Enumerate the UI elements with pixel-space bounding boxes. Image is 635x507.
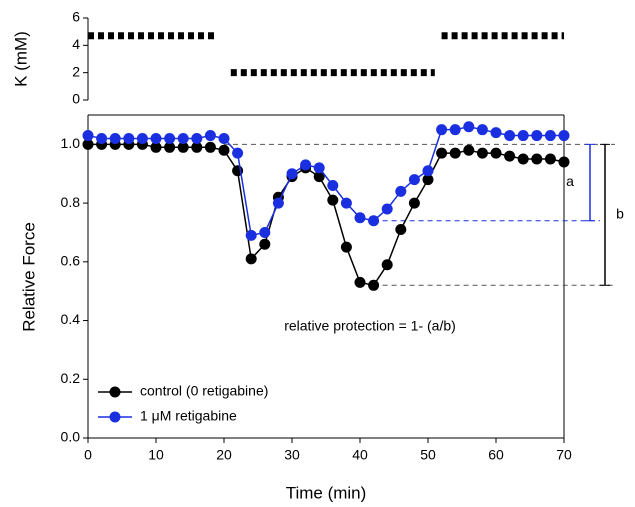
data-point xyxy=(82,130,94,142)
data-point xyxy=(191,141,203,153)
data-point xyxy=(449,124,461,136)
data-point xyxy=(313,162,325,174)
data-point xyxy=(259,226,271,238)
legend-marker xyxy=(109,411,121,423)
data-point xyxy=(463,121,475,133)
data-point xyxy=(259,238,271,250)
data-point xyxy=(164,132,176,144)
y-tick-label: 0.4 xyxy=(61,311,81,327)
x-tick-label: 50 xyxy=(420,447,436,463)
x-tick-label: 20 xyxy=(216,447,232,463)
y-tick-label: 1.0 xyxy=(61,135,81,151)
legend-label: 1 μM retigabine xyxy=(140,408,237,424)
data-point xyxy=(422,165,434,177)
data-point xyxy=(422,174,434,186)
data-point xyxy=(218,132,230,144)
data-point xyxy=(531,153,543,165)
data-point xyxy=(109,132,121,144)
y-tick-label: 0.2 xyxy=(61,370,81,386)
data-point xyxy=(354,276,366,288)
data-point xyxy=(164,141,176,153)
x-tick-label: 60 xyxy=(488,447,504,463)
data-point xyxy=(272,197,284,209)
data-point xyxy=(504,130,516,142)
data-point xyxy=(286,168,298,180)
data-point xyxy=(191,132,203,144)
data-point xyxy=(436,124,448,136)
data-point xyxy=(544,153,556,165)
data-point xyxy=(368,215,380,227)
data-point xyxy=(327,194,339,206)
data-point xyxy=(327,179,339,191)
y-tick-label: 0.0 xyxy=(61,429,81,445)
y-tick-label: 0.6 xyxy=(61,253,81,269)
data-point xyxy=(436,147,448,159)
data-point xyxy=(504,150,516,162)
x-axis-title: Time (min) xyxy=(286,483,367,502)
x-tick-label: 10 xyxy=(148,447,164,463)
data-point xyxy=(463,144,475,156)
data-point xyxy=(177,132,189,144)
y-tick-label: 4 xyxy=(72,36,80,52)
data-point xyxy=(218,144,230,156)
data-point xyxy=(490,127,502,139)
data-point xyxy=(177,141,189,153)
data-point xyxy=(449,147,461,159)
x-tick-label: 40 xyxy=(352,447,368,463)
data-point xyxy=(544,130,556,142)
bracket-label: a xyxy=(566,173,574,189)
y-axis-title: Relative Force xyxy=(19,222,38,332)
data-point xyxy=(300,159,312,171)
data-point xyxy=(123,132,135,144)
data-point xyxy=(381,203,393,215)
y-tick-label: 0.8 xyxy=(61,194,81,210)
data-point xyxy=(517,153,529,165)
data-point xyxy=(245,253,257,265)
data-point xyxy=(150,132,162,144)
data-point xyxy=(340,197,352,209)
data-point xyxy=(558,156,570,168)
data-point xyxy=(517,130,529,142)
data-point xyxy=(340,241,352,253)
y-axis-title: K (mM) xyxy=(11,31,30,87)
data-point xyxy=(245,229,257,241)
data-point xyxy=(313,171,325,183)
data-point xyxy=(368,279,380,291)
annotation: relative protection = 1- (a/b) xyxy=(284,318,456,334)
x-tick-label: 70 xyxy=(556,447,572,463)
data-point xyxy=(531,130,543,142)
legend-label: control (0 retigabine) xyxy=(140,383,268,399)
data-point xyxy=(395,224,407,236)
y-tick-label: 2 xyxy=(72,63,80,79)
data-point xyxy=(408,197,420,209)
k-level xyxy=(88,32,564,77)
data-point xyxy=(395,185,407,197)
data-point xyxy=(558,130,570,142)
data-point xyxy=(136,132,148,144)
data-point xyxy=(232,147,244,159)
bracket-label: b xyxy=(616,206,624,222)
y-tick-label: 6 xyxy=(72,9,80,25)
data-point xyxy=(490,147,502,159)
data-point xyxy=(354,212,366,224)
data-point xyxy=(204,141,216,153)
data-point xyxy=(381,259,393,271)
data-point xyxy=(476,124,488,136)
data-point xyxy=(204,130,216,142)
legend-marker xyxy=(109,386,121,398)
x-tick-label: 30 xyxy=(284,447,300,463)
data-point xyxy=(476,147,488,159)
data-point xyxy=(96,132,108,144)
data-point xyxy=(82,138,94,150)
x-tick-label: 0 xyxy=(84,447,92,463)
data-point xyxy=(150,141,162,153)
data-point xyxy=(408,174,420,186)
y-tick-label: 0 xyxy=(72,91,80,107)
series-line xyxy=(88,143,565,287)
